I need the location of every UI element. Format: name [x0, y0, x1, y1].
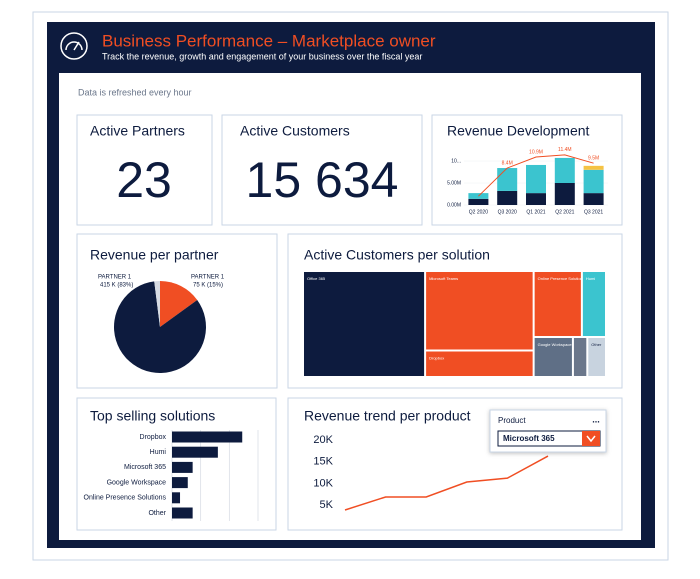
data-label: 11.4M	[558, 147, 572, 153]
bar	[583, 169, 604, 194]
bar	[172, 461, 193, 473]
y-tick-label: Microsoft 365	[124, 464, 166, 471]
chart-title: Revenue Development	[447, 123, 590, 139]
y-tick-label: 10K	[313, 477, 333, 489]
refresh-note: Data is refreshed every hour	[78, 87, 192, 97]
chart-title: Revenue trend per product	[304, 408, 471, 424]
line	[478, 154, 594, 197]
dropdown-arrow	[586, 435, 596, 443]
slice-label: PARTNER 1	[191, 275, 225, 281]
kpi-value: 23	[116, 152, 172, 208]
data-label: 9.5M	[588, 156, 599, 162]
data-label: 10.9M	[529, 149, 543, 155]
treemap-cell	[534, 272, 581, 337]
pie-slice	[160, 281, 198, 327]
treemap-cell	[426, 351, 533, 376]
title: Business Performance – Marketplace owner	[102, 31, 436, 50]
y-tick-label: 20K	[313, 434, 333, 446]
y-tick-label: 5K	[320, 499, 334, 511]
kpi-title: Active Customers	[240, 123, 350, 139]
slice-label: PARTNER 1	[98, 275, 132, 281]
cell-label: Humi	[586, 276, 595, 281]
chart-title: Top selling solutions	[90, 408, 215, 424]
y-tick-label: 5.00M	[447, 180, 461, 186]
filter-menu[interactable]: ...	[592, 414, 600, 424]
pie-slice	[114, 281, 207, 373]
pie-slice	[154, 281, 160, 327]
y-tick-label: 10...	[451, 158, 461, 164]
y-tick-label: Google Workspace	[107, 479, 167, 486]
cell-label: Google Workspace	[538, 342, 573, 347]
x-tick-label: Q3 2020	[498, 209, 517, 215]
y-tick-label: Dropbox	[140, 434, 167, 441]
bar	[554, 157, 575, 183]
treemap-cell	[588, 338, 605, 376]
filter-label: Product	[498, 416, 526, 425]
kpi-title: Active Partners	[90, 123, 185, 139]
cell-label: Microsoft Teams	[429, 276, 458, 281]
line	[344, 455, 549, 511]
y-tick-label: Online Presence Solutions	[84, 495, 167, 502]
treemap-cell	[573, 338, 587, 376]
logo-gauge	[65, 41, 83, 51]
card	[221, 114, 423, 226]
data-label: 8.4M	[502, 160, 513, 166]
bar	[497, 168, 518, 191]
bar	[172, 477, 188, 489]
cell-label: Office 365	[307, 276, 326, 281]
bar	[172, 431, 243, 443]
kpi-value: 15 634	[246, 152, 399, 208]
card	[76, 114, 213, 226]
chart-title: Revenue per partner	[90, 247, 219, 263]
bar	[526, 193, 546, 205]
slice-value: 415 K (83%)	[100, 283, 133, 289]
dropdown-button[interactable]	[582, 431, 600, 446]
treemap-cell	[304, 272, 425, 376]
dropdown-value[interactable]: Microsoft 365	[503, 434, 555, 443]
bar	[172, 446, 218, 458]
bar	[554, 183, 575, 205]
subtitle: Track the revenue, growth and engagement…	[102, 51, 422, 61]
chart-title: Active Customers per solution	[304, 247, 490, 263]
y-tick-label: 15K	[313, 456, 333, 468]
bar	[468, 198, 489, 205]
cell-label: Dropbox	[429, 356, 444, 361]
treemap-cell	[534, 338, 572, 376]
bar	[497, 190, 518, 205]
cell-label: Other	[591, 342, 602, 347]
bar	[172, 492, 181, 504]
bar	[172, 507, 193, 519]
bar	[583, 193, 604, 205]
treemap-cell	[426, 272, 533, 350]
y-tick-label: 0.00M	[447, 202, 461, 208]
bar	[583, 165, 604, 170]
treemap-cell	[582, 272, 605, 337]
bar	[526, 164, 546, 194]
x-tick-label: Q1 2021	[526, 209, 545, 215]
cell-label: Online Presence Solution Pro	[538, 276, 591, 281]
x-tick-label: Q3 2021	[584, 209, 603, 215]
x-tick-label: Q2 2021	[555, 209, 574, 215]
y-tick-label: Humi	[150, 449, 167, 456]
slice-value: 75 K (15%)	[193, 283, 223, 289]
x-tick-label: Q2 2020	[469, 209, 488, 215]
logo	[60, 32, 88, 60]
y-tick-label: Other	[148, 510, 166, 517]
